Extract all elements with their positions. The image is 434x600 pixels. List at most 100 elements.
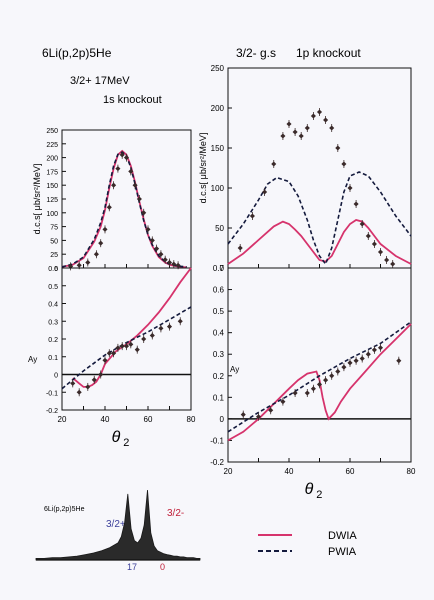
x-axis-label-subscript: 2 [316, 489, 322, 501]
y-tick-label: -0.2 [46, 408, 58, 415]
y-tick-label: 0.5 [48, 284, 58, 291]
data-point [128, 168, 134, 174]
data-point [154, 246, 160, 252]
data-point [128, 341, 134, 347]
data-point [91, 377, 97, 383]
x-tick-label: 40 [285, 467, 294, 476]
pwia-line [227, 321, 412, 433]
reaction-label: 6Li(p,2p)5He [42, 46, 112, 60]
data-point [377, 345, 384, 351]
y-tick-label: 0.5 [213, 307, 225, 316]
y-tick-label: 25 [50, 252, 58, 259]
data-point [341, 364, 347, 370]
dwia-line [227, 219, 412, 265]
inset-peak2-energy: 0 [160, 562, 165, 572]
data-point [271, 161, 277, 167]
data-point [371, 347, 377, 353]
data-point [249, 213, 255, 219]
data-point [304, 125, 310, 131]
data-point [145, 226, 151, 232]
data-point [102, 226, 108, 232]
data-point [298, 133, 304, 139]
y-tick-label: 0.6 [213, 286, 225, 295]
data-point [329, 373, 335, 379]
data-point [255, 414, 262, 420]
data-point [365, 351, 371, 357]
inset-peak2-label: 3/2- [167, 508, 184, 519]
y-tick-label: 150 [46, 183, 58, 190]
spectrum-area [35, 489, 201, 561]
y-tick-label: 0.2 [213, 372, 225, 381]
inset-peak1-energy: 17 [127, 562, 137, 572]
y-tick-label: 0.3 [213, 350, 225, 359]
right-state-label: 3/2- g.s [236, 46, 276, 60]
data-point [158, 251, 164, 257]
y-tick-label: 0.3 [48, 319, 58, 326]
y-tick-label: 0.1 [213, 393, 225, 402]
plot-frame [227, 67, 412, 269]
legend-pwia-label: PWIA [328, 546, 357, 558]
data-point [371, 241, 377, 247]
data-point [106, 204, 112, 210]
plot-frame [61, 267, 192, 411]
y-tick-label: -0.2 [210, 458, 224, 467]
y-axis-label: Ay [230, 365, 239, 374]
y-tick-label: 50 [50, 238, 58, 245]
data-point [85, 259, 91, 266]
data-point [280, 399, 286, 405]
data-point [149, 332, 155, 338]
plot-frame [61, 129, 192, 269]
x-tick-label: 80 [187, 415, 196, 424]
data-point [323, 117, 329, 123]
data-point [384, 257, 390, 263]
y-tick-label: 250 [46, 128, 58, 135]
y-tick-label: 100 [211, 184, 225, 193]
y-tick-label: 0.1 [48, 355, 58, 362]
y-tick-label: 50 [215, 224, 224, 233]
left-cross-section-panel: 0 25 50 75 100 125 150 175 200 225 250 d.c.s[ μb/sr… [32, 128, 192, 273]
y-tick-label: 0.7 [213, 264, 225, 273]
y-tick-label: 0.4 [48, 302, 58, 309]
y-tick-label: 200 [46, 156, 58, 163]
data-point [316, 109, 323, 115]
y-tick-label: 225 [46, 142, 58, 149]
data-point [166, 324, 173, 330]
x-axis-label-subscript: 2 [123, 437, 129, 449]
right-process-label: 1p knockout [296, 46, 361, 60]
data-point [149, 237, 155, 243]
data-point [359, 355, 365, 362]
right-cross-section-panel: 0 50 100 150 200 250 d.c.s[ μb/sr²/MeV] [198, 64, 412, 273]
y-tick-label: 175 [46, 169, 58, 176]
data-point [76, 262, 82, 268]
data-point [70, 380, 76, 386]
y-tick-label: 0 [220, 415, 225, 424]
left-state-label: 3/2+ 17MeV [70, 75, 130, 87]
x-tick-label: 20 [58, 415, 67, 424]
y-tick-label: 0.6 [48, 266, 58, 273]
y-tick-label: 200 [211, 104, 225, 113]
x-tick-label: 40 [101, 415, 110, 424]
x-tick-label: 60 [346, 467, 355, 476]
left-process-label: 1s knockout [103, 94, 162, 106]
data-point [171, 261, 177, 267]
legend: DWIA PWIA [258, 530, 357, 558]
y-axis-label: Ay [28, 355, 37, 364]
y-axis-label: d.c.s[ μb/sr²/MeV] [198, 133, 208, 204]
data-point [240, 412, 246, 418]
pwia-line [61, 151, 187, 268]
x-tick-label: 80 [407, 467, 416, 476]
dwia-line [61, 149, 187, 269]
data-point [335, 368, 341, 375]
data-point [347, 360, 353, 366]
data-point [335, 145, 341, 151]
data-point [76, 389, 82, 395]
data-point [132, 182, 138, 188]
y-tick-label: 100 [46, 211, 58, 218]
data-point [341, 161, 347, 167]
y-tick-label: 250 [211, 64, 225, 73]
y-tick-label: 0 [54, 266, 58, 273]
data-point [111, 182, 117, 188]
data-point [85, 384, 91, 390]
